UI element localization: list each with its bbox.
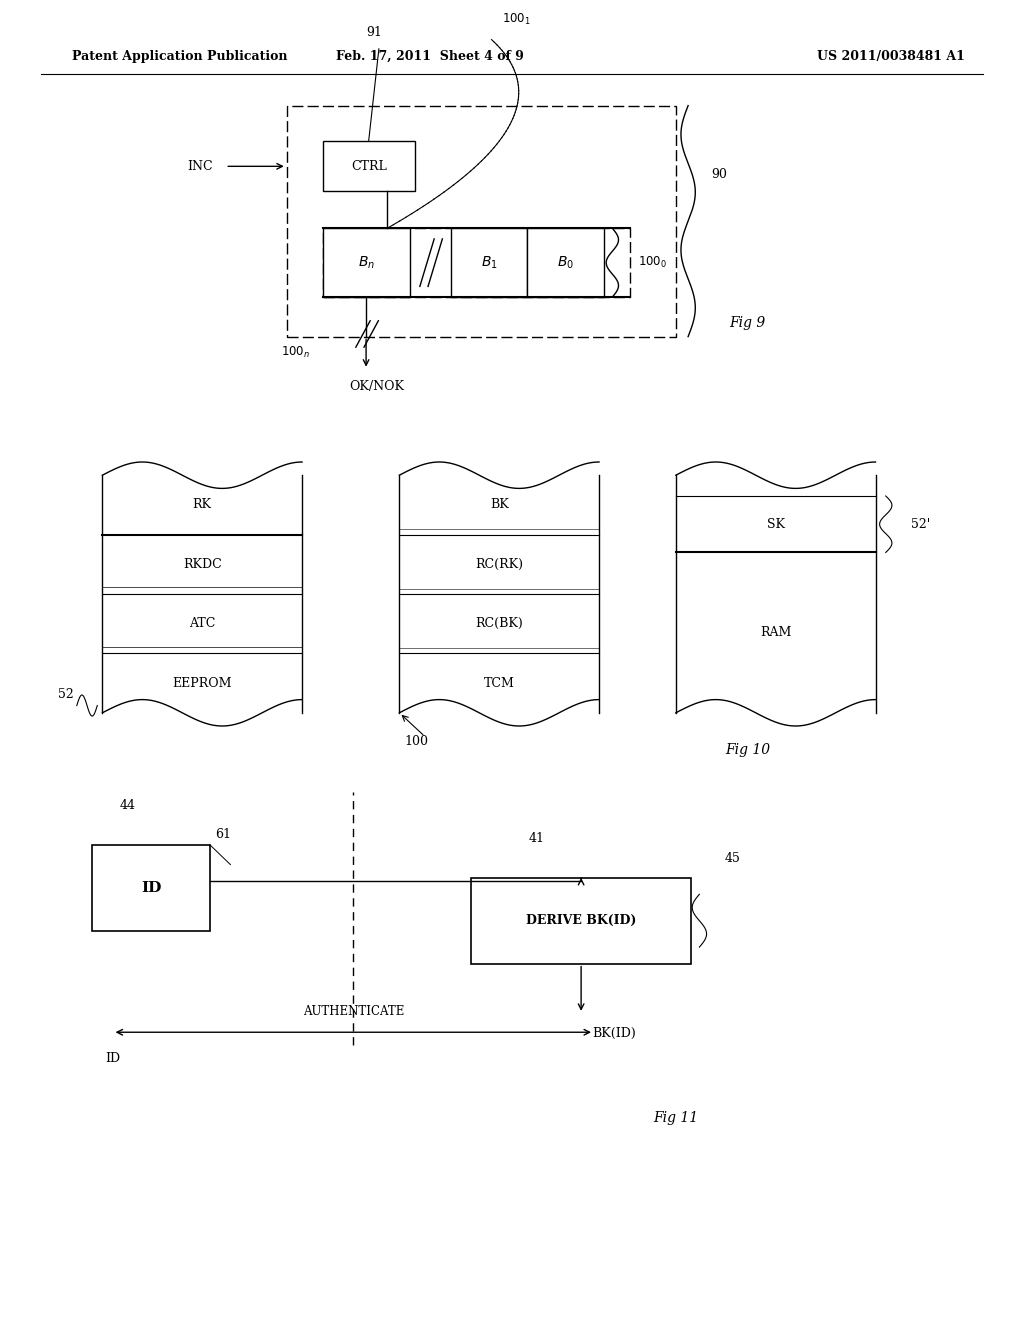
Text: Fig 11: Fig 11	[653, 1111, 698, 1125]
Bar	[323, 228, 410, 297]
Text: AUTHENTICATE: AUTHENTICATE	[303, 1005, 403, 1018]
Bar	[527, 228, 604, 297]
Bar	[92, 845, 210, 931]
Text: $100_n$: $100_n$	[281, 345, 309, 360]
Text: DERIVE BK(ID): DERIVE BK(ID)	[526, 915, 636, 927]
Text: 91: 91	[366, 26, 382, 40]
Text: 44: 44	[120, 799, 135, 812]
Text: Fig 9: Fig 9	[729, 317, 766, 330]
Bar	[323, 228, 630, 297]
Text: US 2011/0038481 A1: US 2011/0038481 A1	[817, 50, 965, 63]
Text: Feb. 17, 2011  Sheet 4 of 9: Feb. 17, 2011 Sheet 4 of 9	[336, 50, 524, 63]
Text: CTRL: CTRL	[351, 160, 386, 173]
Text: $100_0$: $100_0$	[638, 255, 667, 271]
Text: 52: 52	[58, 689, 74, 701]
Bar	[323, 141, 415, 191]
Text: RC(BK): RC(BK)	[475, 618, 523, 630]
Text: 41: 41	[529, 832, 545, 845]
Bar	[451, 228, 527, 297]
Text: RKDC: RKDC	[183, 558, 221, 570]
Text: 100: 100	[404, 735, 428, 748]
Text: ID: ID	[141, 880, 161, 895]
Text: OK/NOK: OK/NOK	[349, 380, 403, 393]
Text: RAM: RAM	[760, 626, 792, 639]
Text: EEPROM: EEPROM	[172, 677, 232, 689]
Text: $B_n$: $B_n$	[357, 255, 375, 271]
Text: 52': 52'	[911, 517, 931, 531]
Bar	[287, 106, 676, 337]
Text: $100_1$: $100_1$	[502, 12, 530, 28]
Text: RC(RK): RC(RK)	[475, 558, 523, 570]
Text: 45: 45	[725, 851, 741, 865]
Text: ID: ID	[105, 1052, 120, 1065]
Text: RK: RK	[193, 499, 212, 511]
Text: BK: BK	[489, 499, 509, 511]
Text: BK(ID): BK(ID)	[593, 1027, 636, 1040]
Text: 90: 90	[712, 169, 728, 181]
Text: Patent Application Publication: Patent Application Publication	[72, 50, 287, 63]
Text: $B_0$: $B_0$	[557, 255, 574, 271]
Text: INC: INC	[186, 160, 213, 173]
Text: Fig 10: Fig 10	[725, 743, 770, 756]
Text: SK: SK	[767, 517, 784, 531]
Bar	[471, 878, 691, 964]
Text: ATC: ATC	[189, 618, 215, 630]
Text: 61: 61	[215, 828, 231, 841]
Text: TCM: TCM	[483, 677, 515, 689]
Text: $B_1$: $B_1$	[480, 255, 498, 271]
